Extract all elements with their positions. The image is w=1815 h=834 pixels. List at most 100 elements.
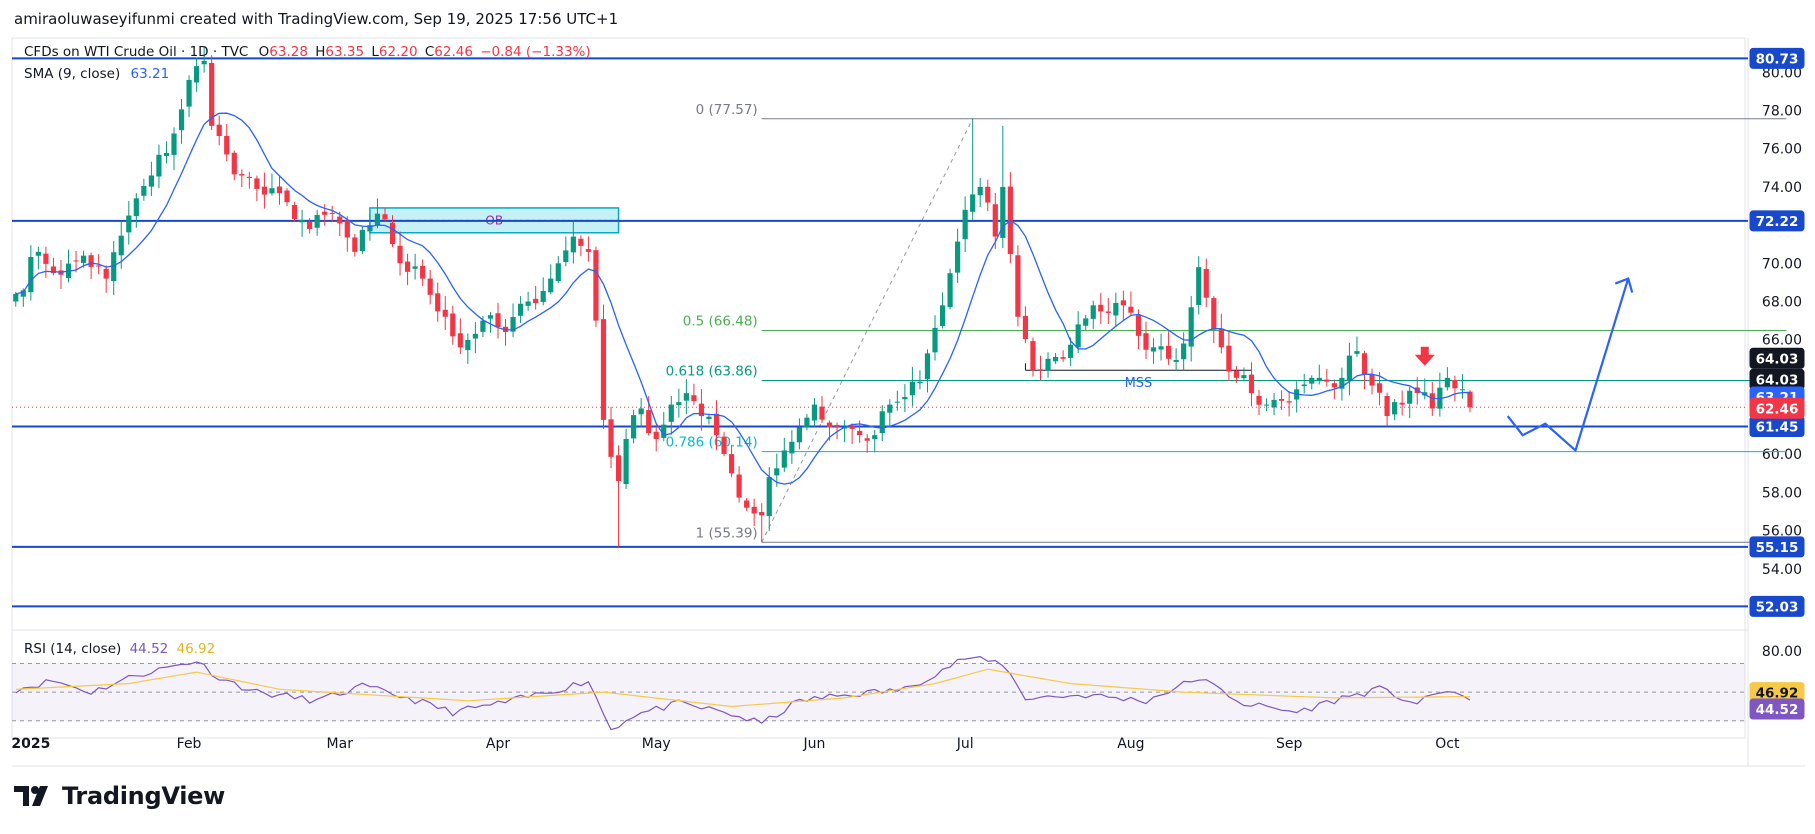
candle-body [374, 213, 381, 226]
candle-body [555, 263, 561, 282]
price-tick-label: 54.00 [1762, 562, 1802, 578]
candle-body [939, 305, 946, 326]
candle-body [902, 396, 908, 400]
candle-body [932, 327, 938, 353]
candle-body [841, 427, 848, 429]
candle-body [103, 268, 109, 279]
candle-body [201, 60, 207, 65]
candle-body [759, 511, 765, 516]
candle-body [1037, 369, 1044, 371]
time-tick-label: Oct [1435, 736, 1460, 752]
candle-body [992, 204, 998, 237]
candle-body [1429, 393, 1435, 409]
level-price-badge-bg [1749, 536, 1805, 558]
candle-body [517, 303, 524, 316]
candle-body [337, 216, 343, 224]
candle-body [472, 333, 478, 339]
candle-body [1331, 383, 1337, 388]
candle-body [728, 454, 735, 474]
candle-body [246, 176, 252, 178]
symbol-legend: CFDs on WTI Crude Oil · 1D · TVC O63.28 … [24, 44, 591, 60]
candle-body [269, 188, 275, 194]
candle-body [163, 152, 170, 156]
candle-body [156, 154, 162, 177]
candle-body [382, 214, 388, 220]
candle-body [276, 186, 283, 194]
price-tick-label: 68.00 [1762, 294, 1802, 310]
price-tick-label: 70.00 [1762, 256, 1802, 272]
tradingview-wordmark: TradingView [62, 782, 225, 810]
candle-body [826, 422, 833, 428]
candle-body [194, 66, 200, 83]
level-price-badge-bg [1749, 210, 1805, 232]
candle-body [1279, 399, 1285, 401]
candle-body [1022, 315, 1029, 340]
candle-body [1324, 379, 1330, 382]
candle-body [1392, 402, 1398, 415]
candle-body [924, 353, 931, 380]
candle-body [1181, 343, 1187, 360]
plot-frame [11, 37, 1746, 739]
candle-body [887, 404, 893, 413]
close-label: C [424, 44, 435, 60]
price-tick-label: 66.00 [1762, 333, 1802, 349]
candle-body [540, 290, 546, 302]
level-price-badge: 52.03 [1756, 599, 1799, 615]
candle-body [1105, 311, 1111, 313]
candle-body [1407, 390, 1413, 404]
time-tick-label: Sep [1276, 736, 1303, 752]
candle-body [1045, 358, 1051, 371]
candle-body [178, 109, 185, 131]
low-value: 62.20 [378, 44, 418, 60]
alt-price-badge: 64.03 [1756, 372, 1799, 388]
candle-body [661, 424, 667, 438]
candle-body [1188, 307, 1194, 347]
candle-body [412, 266, 418, 269]
candle-body [563, 250, 569, 263]
candle-body [13, 293, 19, 302]
candle-body [1301, 384, 1307, 387]
candle-body [1444, 377, 1450, 388]
tradingview-logo-icon [14, 786, 48, 806]
candle-body [1098, 304, 1104, 312]
candle-body [359, 229, 365, 252]
rsi-label: RSI (14, close) [24, 641, 122, 657]
candle-body [261, 186, 268, 195]
candle-body [570, 236, 576, 253]
candle-body [487, 315, 494, 319]
candle-body [683, 393, 689, 401]
candle-body [1120, 300, 1126, 306]
level-price-badge: 55.15 [1756, 540, 1799, 556]
candle-body [1090, 305, 1096, 319]
candle-body [894, 401, 900, 403]
level-price-badge: 72.22 [1756, 214, 1799, 230]
candle-body [1399, 402, 1405, 405]
candle-body [352, 237, 358, 252]
candle-body [721, 436, 727, 454]
candle-body [1158, 346, 1164, 350]
candle-body [736, 474, 742, 498]
candle-body [480, 320, 486, 332]
candle-body [1361, 353, 1368, 375]
candle-body [1226, 345, 1232, 372]
candle-body [148, 175, 154, 187]
candle-body [141, 185, 147, 196]
candle-body [50, 266, 57, 274]
candle-body [1233, 370, 1240, 378]
candle-body [698, 403, 705, 417]
price-tick-label: 56.00 [1762, 524, 1802, 540]
candle-body [1263, 404, 1270, 406]
candle-body [585, 249, 592, 252]
attribution-text: amiraoluwaseyifunmi created with Trading… [14, 10, 619, 28]
candle-body [796, 427, 802, 443]
candle-body [1271, 399, 1277, 408]
candle-body [691, 395, 697, 402]
candle-body [1218, 328, 1224, 348]
candle-body [450, 313, 456, 337]
candle-body [955, 241, 961, 273]
candle-body [1422, 392, 1428, 396]
time-tick-label: Apr [486, 736, 510, 752]
high-value: 63.35 [325, 44, 365, 60]
rsi-ma-badge: 46.92 [1756, 686, 1799, 702]
